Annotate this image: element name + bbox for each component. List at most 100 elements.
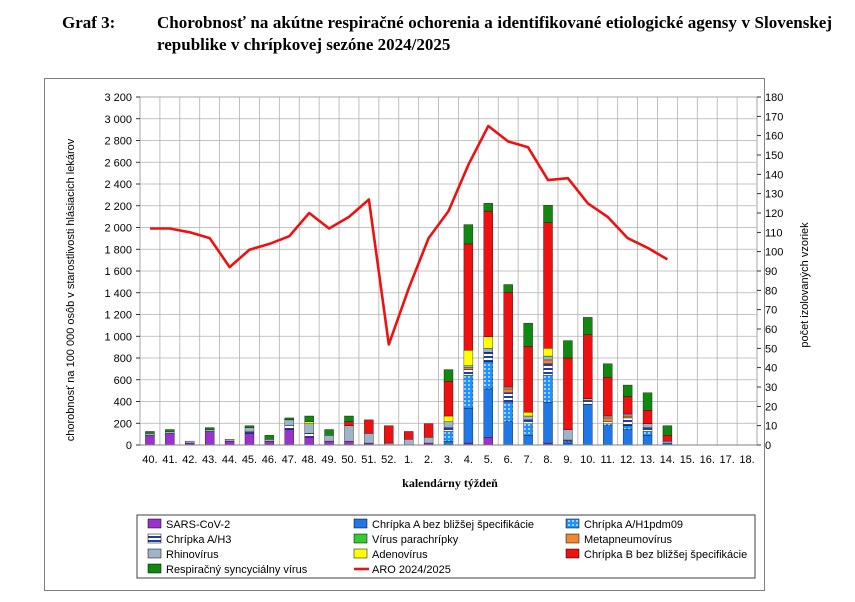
tick-label-right: 0 (765, 440, 771, 452)
tick-label-right: 40 (765, 363, 777, 375)
bar-segment (603, 421, 613, 424)
legend-label: Metapneumovírus (584, 534, 673, 546)
tick-label-left: 2 800 (104, 136, 132, 148)
tick-label-x: 18. (739, 454, 754, 466)
bar-segment (443, 381, 454, 417)
bar-segment (244, 433, 255, 446)
tick-label-x: 13. (640, 454, 655, 466)
tick-label-right: 140 (765, 169, 783, 181)
bar-segment (404, 431, 414, 440)
tick-label-left: 2 600 (104, 157, 132, 169)
bar-segment (443, 431, 454, 442)
tick-label-right: 100 (765, 247, 783, 259)
bar-segment (423, 437, 434, 444)
bar-segment (583, 398, 593, 401)
legend-swatch (565, 548, 580, 559)
bar-segment (145, 433, 155, 436)
bar-segment (622, 413, 633, 417)
bar-segment (603, 423, 613, 426)
tick-label-x: 49. (321, 454, 336, 466)
bar-segment (523, 323, 533, 347)
bar-segment (463, 369, 474, 376)
bar-segment (404, 439, 414, 446)
bar-segment (662, 435, 673, 442)
bar-segment (543, 359, 553, 364)
bar-segment (324, 429, 334, 436)
chart-frame (44, 78, 765, 591)
bar-segment (523, 423, 533, 436)
bar-segment (603, 425, 613, 446)
tick-label-x: 6. (504, 454, 513, 466)
bar-segment (304, 415, 314, 422)
x-axis-title: kalendárny týždeň (402, 476, 498, 490)
bar-segment (483, 336, 493, 349)
bar-segment (583, 404, 593, 446)
bar-segment (622, 384, 633, 397)
tick-label-x: 10. (580, 454, 595, 466)
bar-segment (543, 363, 553, 376)
bar-segment (384, 425, 394, 444)
bar-segment (642, 423, 653, 428)
tick-label-right: 50 (765, 343, 777, 355)
bar-segment (244, 427, 255, 432)
bar-segment (344, 421, 354, 426)
legend-swatch (565, 533, 580, 544)
legend-swatch (147, 563, 162, 574)
bar-segment (563, 429, 573, 440)
tick-label-left: 1 800 (104, 244, 132, 256)
tick-label-x: 2. (424, 454, 433, 466)
tick-label-left: 1 400 (104, 288, 132, 300)
tick-label-right: 170 (765, 111, 783, 123)
tick-label-right: 160 (765, 131, 783, 143)
bar-segment (523, 435, 533, 446)
caption-label: Graf 3: (62, 13, 116, 32)
tick-label-left: 3 200 (104, 92, 132, 104)
tick-label-x: 11. (600, 454, 614, 466)
legend-swatch (353, 533, 368, 544)
tick-label-x: 15. (680, 454, 695, 466)
bar-segment (603, 363, 613, 378)
bar-segment (344, 415, 354, 422)
bar-segment (443, 440, 454, 446)
tick-label-right: 130 (765, 189, 783, 201)
tick-label-right: 90 (765, 266, 777, 278)
tick-label-left: 2 200 (104, 201, 132, 213)
bar-segment (543, 348, 553, 357)
bar-segment (622, 425, 633, 430)
bar-segment (583, 334, 593, 399)
legend-swatch (353, 548, 368, 559)
bar-segment (284, 417, 294, 421)
y-axis-right-title: počet izolovaných vzoriek (799, 222, 811, 348)
bar-segment (304, 433, 314, 438)
bar-segment (344, 425, 354, 442)
bar-segment (622, 415, 633, 419)
tick-label-x: 5. (484, 454, 493, 466)
bar-segment (483, 203, 493, 212)
bar-segment (463, 350, 474, 366)
bar-segment (344, 440, 354, 446)
bar-segment (364, 433, 374, 444)
bar-segment (204, 427, 215, 430)
bar-segment (543, 222, 553, 349)
legend-label: Chrípka B bez bližšej špecifikácie (584, 549, 747, 561)
bar-segment (503, 402, 513, 422)
bar-segment (662, 425, 673, 436)
bar-segment (463, 243, 474, 351)
bar-segment (603, 415, 613, 419)
tick-label-x: 51. (361, 454, 376, 466)
bar-segment (503, 386, 513, 390)
tick-label-x: 40. (142, 454, 157, 466)
bar-segment (244, 431, 255, 434)
bar-segment (443, 427, 454, 432)
legend-label: Chrípka A/H3 (166, 534, 231, 546)
tick-label-right: 110 (765, 227, 783, 239)
bar-segment (622, 417, 633, 426)
legend-label: Chrípka A bez bližšej špecifikácie (372, 519, 534, 531)
bar-segment (145, 435, 155, 446)
bar-segment (483, 348, 493, 353)
legend-swatch (147, 548, 162, 559)
tick-label-left: 800 (114, 353, 132, 365)
bar-segment (304, 423, 314, 434)
